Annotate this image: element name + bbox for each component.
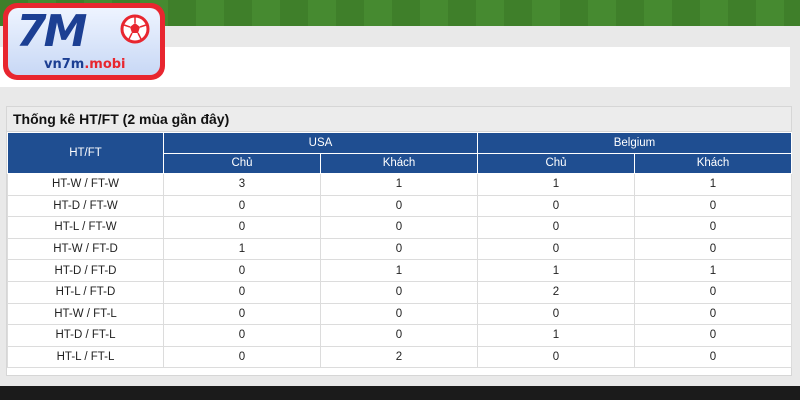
cell-value: 0 [320, 302, 478, 326]
cell-value: 0 [634, 194, 792, 218]
htft-stats-panel: Thống kê HT/FT (2 mùa gần đây) HT/FT USA… [6, 106, 792, 376]
subheader-usa-home: Chủ [163, 152, 321, 174]
row-label: HT-W / FT-D [7, 237, 164, 261]
cell-value: 1 [477, 324, 635, 347]
cell-value: 0 [320, 280, 478, 304]
cell-value: 0 [477, 237, 635, 261]
cell-value: 1 [163, 237, 321, 261]
cell-value: 0 [634, 280, 792, 304]
row-label: HT-D / FT-D [7, 259, 164, 282]
subheader-usa-away: Khách [320, 152, 478, 174]
cell-value: 2 [477, 280, 635, 304]
table-row: HT-L / FT-D 0 0 2 0 [7, 280, 792, 304]
cell-value: 0 [320, 216, 478, 239]
logo-domain-prefix: vn7m [44, 57, 85, 72]
cell-value: 0 [163, 280, 321, 304]
cell-value: 0 [163, 345, 321, 369]
site-logo[interactable]: 7M vn7m.mobi [3, 3, 165, 80]
table-row: HT-W / FT-D 1 0 0 0 [7, 237, 792, 261]
row-label: HT-D / FT-L [7, 324, 164, 347]
cell-value: 2 [320, 345, 478, 369]
row-label: HT-W / FT-L [7, 302, 164, 326]
cell-value: 1 [634, 173, 792, 196]
logo-inner: 7M vn7m.mobi [8, 8, 160, 75]
team-header-usa: USA [163, 132, 478, 154]
cell-value: 0 [163, 324, 321, 347]
table-row: HT-W / FT-W 3 1 1 1 [7, 173, 792, 196]
cell-value: 0 [634, 345, 792, 369]
table-row: HT-W / FT-L 0 0 0 0 [7, 302, 792, 326]
cell-value: 0 [163, 194, 321, 218]
htft-stats-table: HT/FT USA Belgium Chủ Khách Chủ Khách HT… [7, 132, 792, 369]
cell-value: 1 [320, 173, 478, 196]
soccer-ball-icon [120, 14, 150, 44]
subheader-belgium-home: Chủ [477, 152, 635, 174]
team-header-belgium: Belgium [477, 132, 792, 154]
cell-value: 0 [163, 302, 321, 326]
cell-value: 0 [163, 259, 321, 282]
cell-value: 0 [477, 216, 635, 239]
table-row: HT-D / FT-L 0 0 1 0 [7, 324, 792, 347]
cell-value: 0 [634, 216, 792, 239]
panel-title: Thống kê HT/FT (2 mùa gần đây) [7, 107, 791, 132]
cell-value: 1 [477, 173, 635, 196]
cell-value: 3 [163, 173, 321, 196]
subheader-belgium-away: Khách [634, 152, 792, 174]
table-header-row: HT/FT USA Belgium [7, 132, 792, 174]
cell-value: 0 [477, 194, 635, 218]
cell-value: 0 [477, 345, 635, 369]
footer-bar [0, 386, 800, 400]
logo-main-text: 7M [16, 8, 87, 57]
cell-value: 0 [477, 302, 635, 326]
cell-value: 0 [163, 216, 321, 239]
cell-value: 0 [320, 237, 478, 261]
table-row: HT-L / FT-L 0 2 0 0 [7, 345, 792, 369]
cell-value: 0 [634, 324, 792, 347]
cell-value: 0 [320, 194, 478, 218]
row-header-cell: HT/FT [7, 132, 164, 174]
table-row: HT-L / FT-W 0 0 0 0 [7, 216, 792, 239]
row-label: HT-L / FT-L [7, 345, 164, 369]
logo-domain-suffix: .mobi [84, 57, 126, 72]
table-row: HT-D / FT-D 0 1 1 1 [7, 259, 792, 282]
logo-domain: vn7m.mobi [44, 57, 126, 72]
header-band [0, 26, 800, 46]
cell-value: 0 [320, 324, 478, 347]
cell-value: 1 [320, 259, 478, 282]
cell-value: 0 [634, 237, 792, 261]
cell-value: 1 [634, 259, 792, 282]
row-label: HT-L / FT-D [7, 280, 164, 304]
cell-value: 0 [634, 302, 792, 326]
row-label: HT-L / FT-W [7, 216, 164, 239]
table-row: HT-D / FT-W 0 0 0 0 [7, 194, 792, 218]
row-label: HT-W / FT-W [7, 173, 164, 196]
row-label: HT-D / FT-W [7, 194, 164, 218]
cell-value: 1 [477, 259, 635, 282]
